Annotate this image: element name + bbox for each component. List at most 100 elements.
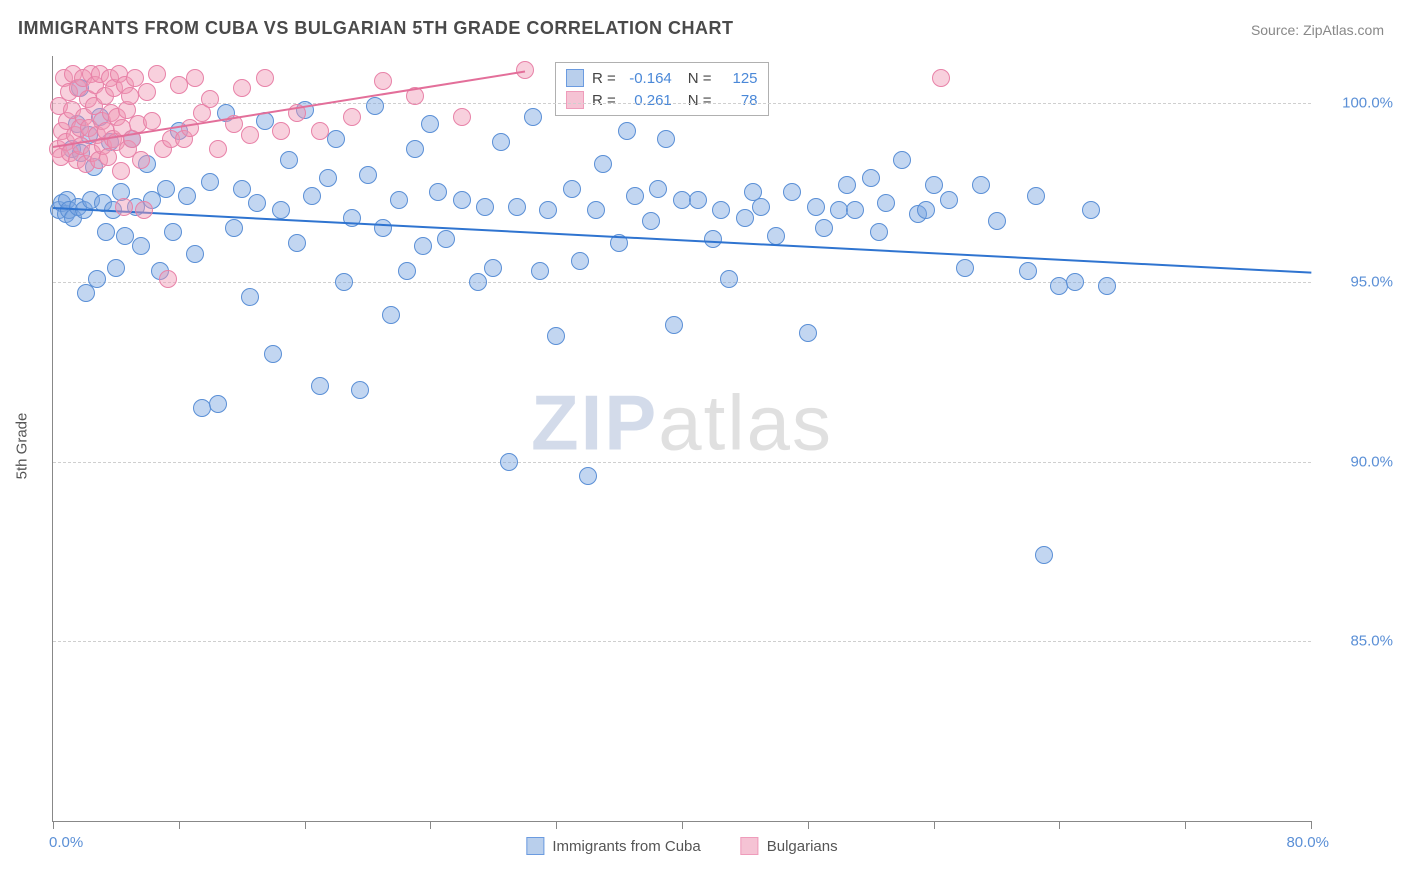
data-point bbox=[88, 270, 106, 288]
source-attribution: Source: ZipAtlas.com bbox=[1251, 22, 1384, 38]
data-point bbox=[241, 288, 259, 306]
data-point bbox=[1019, 262, 1037, 280]
data-point bbox=[382, 306, 400, 324]
data-point bbox=[288, 234, 306, 252]
data-point bbox=[201, 90, 219, 108]
data-point bbox=[186, 69, 204, 87]
series-legend: Immigrants from Cuba Bulgarians bbox=[526, 837, 837, 855]
data-point bbox=[233, 79, 251, 97]
y-tick-label: 95.0% bbox=[1323, 274, 1393, 291]
data-point bbox=[209, 395, 227, 413]
data-point bbox=[319, 169, 337, 187]
data-point bbox=[571, 252, 589, 270]
data-point bbox=[862, 169, 880, 187]
x-tick bbox=[1185, 821, 1186, 829]
data-point bbox=[815, 219, 833, 237]
data-point bbox=[1035, 546, 1053, 564]
data-point bbox=[132, 151, 150, 169]
data-point bbox=[649, 180, 667, 198]
data-point bbox=[201, 173, 219, 191]
swatch-bulgarians bbox=[566, 91, 584, 109]
data-point bbox=[366, 97, 384, 115]
data-point bbox=[335, 273, 353, 291]
data-point bbox=[932, 69, 950, 87]
y-tick-label: 90.0% bbox=[1323, 453, 1393, 470]
data-point bbox=[988, 212, 1006, 230]
data-point bbox=[1098, 277, 1116, 295]
x-tick bbox=[305, 821, 306, 829]
data-point bbox=[97, 223, 115, 241]
y-tick-label: 100.0% bbox=[1323, 94, 1393, 111]
data-point bbox=[799, 324, 817, 342]
chart-title: IMMIGRANTS FROM CUBA VS BULGARIAN 5TH GR… bbox=[18, 18, 733, 39]
y-axis-label: 5th Grade bbox=[14, 413, 31, 480]
x-tick bbox=[430, 821, 431, 829]
data-point bbox=[414, 237, 432, 255]
correlation-legend: R = -0.164 N = 125 R = 0.261 N = 78 bbox=[555, 62, 769, 116]
x-tick bbox=[1311, 821, 1312, 829]
data-point bbox=[1066, 273, 1084, 291]
data-point bbox=[135, 201, 153, 219]
data-point bbox=[516, 61, 534, 79]
data-point bbox=[327, 130, 345, 148]
data-point bbox=[877, 194, 895, 212]
data-point bbox=[107, 259, 125, 277]
data-point bbox=[138, 83, 156, 101]
data-point bbox=[500, 453, 518, 471]
legend-row-cuba: R = -0.164 N = 125 bbox=[566, 67, 758, 89]
data-point bbox=[241, 126, 259, 144]
data-point bbox=[846, 201, 864, 219]
gridline-h bbox=[53, 282, 1311, 283]
legend-row-bulgarians: R = 0.261 N = 78 bbox=[566, 89, 758, 111]
data-point bbox=[178, 187, 196, 205]
x-tick bbox=[53, 821, 54, 829]
data-point bbox=[531, 262, 549, 280]
swatch-cuba bbox=[566, 69, 584, 87]
scatter-plot-area: ZIPatlas R = -0.164 N = 125 R = 0.261 N … bbox=[52, 56, 1311, 822]
data-point bbox=[665, 316, 683, 334]
data-point bbox=[132, 237, 150, 255]
data-point bbox=[148, 65, 166, 83]
data-point bbox=[351, 381, 369, 399]
data-point bbox=[280, 151, 298, 169]
data-point bbox=[547, 327, 565, 345]
data-point bbox=[186, 245, 204, 263]
x-tick bbox=[682, 821, 683, 829]
data-point bbox=[181, 119, 199, 137]
legend-label-bulgarians: Bulgarians bbox=[767, 838, 838, 855]
data-point bbox=[359, 166, 377, 184]
x-tick-label-max: 80.0% bbox=[1286, 834, 1329, 851]
data-point bbox=[508, 198, 526, 216]
r-value-bulgarians: 0.261 bbox=[624, 92, 672, 109]
legend-label-cuba: Immigrants from Cuba bbox=[552, 838, 700, 855]
data-point bbox=[303, 187, 321, 205]
swatch-cuba-icon bbox=[526, 837, 544, 855]
data-point bbox=[972, 176, 990, 194]
data-point bbox=[112, 162, 130, 180]
data-point bbox=[374, 72, 392, 90]
data-point bbox=[492, 133, 510, 151]
data-point bbox=[159, 270, 177, 288]
data-point bbox=[421, 115, 439, 133]
data-point bbox=[689, 191, 707, 209]
data-point bbox=[736, 209, 754, 227]
y-tick-label: 85.0% bbox=[1323, 633, 1393, 650]
data-point bbox=[893, 151, 911, 169]
data-point bbox=[116, 227, 134, 245]
data-point bbox=[594, 155, 612, 173]
x-tick bbox=[556, 821, 557, 829]
watermark: ZIPatlas bbox=[531, 378, 833, 469]
x-tick bbox=[1059, 821, 1060, 829]
x-tick bbox=[179, 821, 180, 829]
data-point bbox=[925, 176, 943, 194]
n-value-bulgarians: 78 bbox=[720, 92, 758, 109]
data-point bbox=[657, 130, 675, 148]
data-point bbox=[579, 467, 597, 485]
swatch-bulgarians-icon bbox=[741, 837, 759, 855]
data-point bbox=[453, 191, 471, 209]
data-point bbox=[563, 180, 581, 198]
legend-item-bulgarians: Bulgarians bbox=[741, 837, 838, 855]
gridline-h bbox=[53, 462, 1311, 463]
data-point bbox=[406, 140, 424, 158]
gridline-h bbox=[53, 641, 1311, 642]
